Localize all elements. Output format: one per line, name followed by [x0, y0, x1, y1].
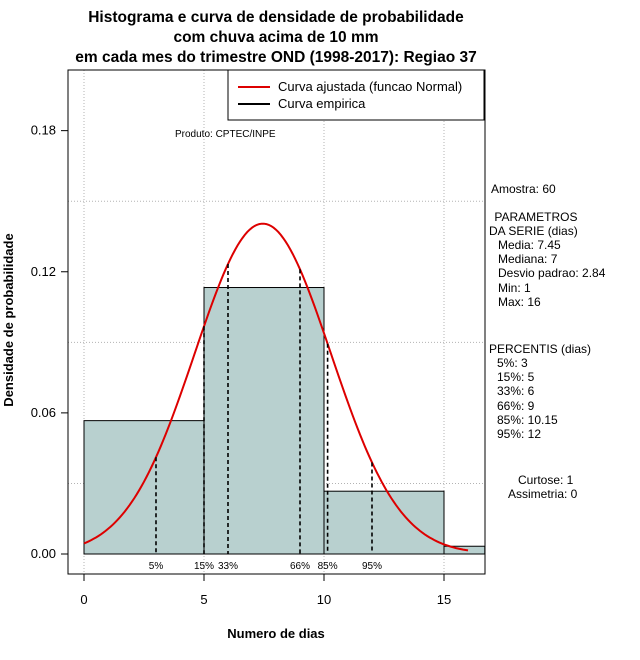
legend-box [227, 69, 485, 121]
x-axis-label: Numero de dias [227, 626, 325, 641]
percentile-label-33: 33% [218, 561, 238, 572]
percentile-label-95: 95% [362, 561, 382, 572]
stat-mediana: Mediana: 7 [498, 252, 558, 267]
x-tick-label-0: 0 [80, 592, 87, 607]
percentile-lines: 5% 15% 33% 66% 85% 95% [149, 263, 382, 572]
chart-title-line-3: em cada mes do trimestre OND (1998-2017)… [75, 49, 476, 66]
product-note: Produto: CPTEC/INPE [175, 129, 276, 140]
y-tick-label-2: 0.12 [31, 264, 56, 279]
stat-curtose: Curtose: 1 [518, 473, 574, 487]
histogram-bar-2 [203, 287, 325, 555]
fitted-curve-group [83, 222, 469, 552]
percentile-label-85: 85% [318, 561, 338, 572]
stat-percentis-title: PERCENTIS (dias) [489, 342, 592, 356]
legend: Curva ajustada (funcao Normal) Curva emp… [227, 69, 485, 121]
stat-desvio: Desvio padrao: 2.84 [498, 266, 606, 281]
y-tick-label-1: 0.06 [31, 405, 56, 420]
stat-amostra: Amostra: 60 [491, 182, 556, 196]
percentile-label-66: 66% [290, 561, 310, 572]
x-tick-label-5: 5 [200, 592, 207, 607]
stat-assimetria: Assimetria: 0 [508, 487, 578, 501]
stat-percentis-list: 5%: 3 15%: 5 33%: 6 66%: 9 85%: 10.15 95… [497, 356, 558, 441]
legend-empirical-label: Curva empirica [278, 96, 366, 111]
stat-min: Min: 1 [498, 280, 531, 295]
stat-params-title-1: PARAMETROS [491, 210, 578, 224]
stat-p15: 15%: 5 [497, 370, 535, 385]
x-tick-label-15: 15 [437, 592, 451, 607]
x-tick-label-10: 10 [317, 592, 331, 607]
chart-title-line-2: com chuva acima de 10 mm [173, 29, 378, 46]
legend-fitted-label: Curva ajustada (funcao Normal) [278, 79, 462, 94]
stat-p95: 95%: 12 [497, 427, 542, 442]
y-tick-label-3: 0.18 [31, 123, 56, 138]
stat-p33: 33%: 6 [497, 384, 535, 399]
y-tick-label-0: 0.00 [31, 546, 56, 561]
stat-params-list: Media: 7.45 Mediana: 7 Desvio padrao: 2.… [498, 238, 605, 309]
chart-title-line-1: Histograma e curva de densidade de proba… [88, 9, 464, 26]
stat-p5: 5%: 3 [497, 356, 528, 370]
percentile-label-5: 5% [149, 561, 164, 572]
stat-max: Max: 16 [498, 294, 541, 309]
stat-p85: 85%: 10.15 [497, 412, 558, 427]
histogram-bars [83, 287, 486, 555]
stat-params-title-2: DA SERIE (dias) [489, 224, 578, 238]
fitted-normal-curve [83, 222, 469, 552]
percentile-label-15: 15% [194, 561, 214, 572]
axes: 0 5 10 15 0.00 0.06 0.12 0.18 [31, 123, 452, 607]
histogram-bar-3 [323, 490, 445, 555]
y-axis-label: Densidade de probabilidade [1, 233, 16, 406]
stat-media: Media: 7.45 [498, 238, 561, 252]
stat-p66: 66%: 9 [497, 398, 535, 413]
